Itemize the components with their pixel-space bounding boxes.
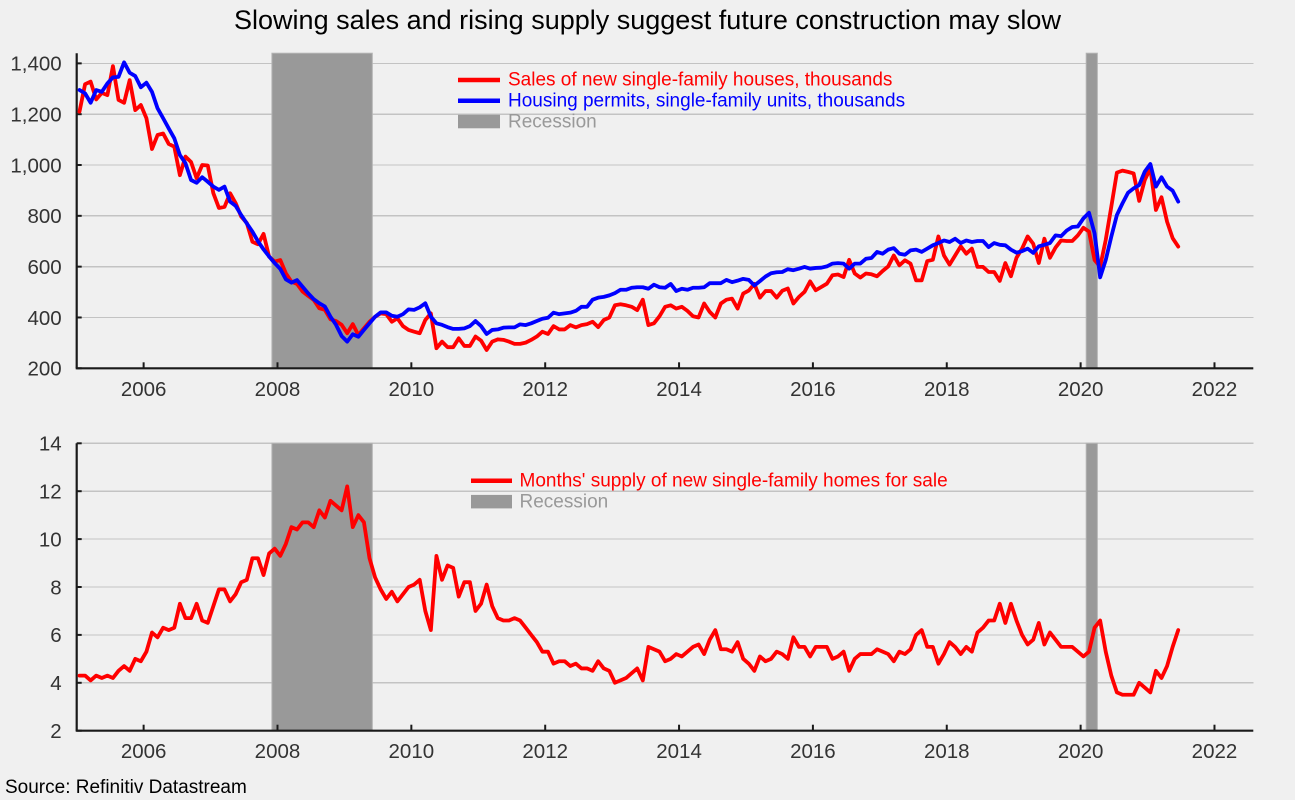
y-tick-label: 400 (27, 307, 61, 330)
x-tick-label: 2020 (1058, 378, 1104, 401)
legend-swatch-patch (458, 114, 500, 129)
x-tick-label: 2022 (1192, 378, 1238, 401)
legend: Sales of new single-family houses, thous… (458, 70, 905, 133)
legend: Months' supply of new single-family home… (471, 471, 948, 512)
y-tick-label: 10 (39, 528, 62, 551)
y-tick-label: 1,400 (10, 53, 61, 76)
y-tick-label: 4 (50, 672, 61, 695)
x-tick-label: 2006 (121, 740, 167, 763)
x-tick-label: 2010 (389, 740, 435, 763)
legend-item-sales: Sales of new single-family houses, thous… (458, 70, 892, 91)
y-tick-label: 2 (50, 720, 61, 743)
chart-top-sales-and-permits: 200 400 600 800 1,000 1,200 1,400 2006 2008 2010 2… (10, 52, 1254, 401)
legend-label: Sales of new single-family houses, thous… (508, 70, 892, 91)
legend-label: Recession (508, 112, 597, 133)
x-tick-label: 2010 (389, 378, 435, 401)
series-line-sales (77, 64, 1181, 352)
x-tick-label: 2014 (656, 740, 702, 763)
y-tick-label: 1,000 (10, 154, 61, 177)
recession-band (1085, 52, 1098, 369)
series-line-permits (77, 60, 1181, 344)
recession-band (1085, 442, 1098, 732)
x-tick-label: 2018 (924, 740, 970, 763)
x-tick-label: 2016 (790, 740, 836, 763)
y-tick-label: 1,200 (10, 103, 61, 126)
recession-band (271, 442, 373, 732)
y-tick-label: 6 (50, 624, 61, 647)
x-tick-label: 2016 (790, 378, 836, 401)
legend-label: Housing permits, single-family units, th… (508, 91, 905, 112)
y-tick-label: 14 (39, 433, 62, 456)
x-tick-label: 2012 (522, 740, 568, 763)
x-tick-label: 2008 (255, 378, 301, 401)
legend-label: Months' supply of new single-family home… (520, 471, 948, 492)
y-tick-label: 12 (39, 481, 62, 504)
x-tick-label: 2014 (656, 378, 702, 401)
recession-band (271, 52, 373, 369)
legend-item-recession: Recession (471, 491, 608, 512)
legend-item-recession: Recession (458, 112, 597, 133)
x-tick-label: 2012 (522, 378, 568, 401)
chart-bottom-months-supply: 2 4 6 8 10 12 14 2006 2008 2010 2012 2014 2016 2018 20… (39, 433, 1254, 763)
legend-item-permits: Housing permits, single-family units, th… (458, 91, 905, 112)
chart-title: Slowing sales and rising supply suggest … (234, 5, 1061, 35)
x-tick-label: 2020 (1058, 740, 1104, 763)
y-tick-label: 8 (50, 576, 61, 599)
source-note: Source: Refinitiv Datastream (5, 777, 247, 798)
legend-label: Recession (520, 491, 609, 512)
x-tick-label: 2022 (1192, 740, 1238, 763)
x-tick-label: 2018 (924, 378, 970, 401)
y-tick-label: 600 (27, 256, 61, 279)
x-tick-label: 2006 (121, 378, 167, 401)
legend-swatch-patch (471, 494, 512, 509)
y-tick-label: 800 (27, 205, 61, 228)
x-tick-label: 2008 (255, 740, 301, 763)
y-tick-label: 200 (27, 358, 61, 381)
legend-item-months-supply: Months' supply of new single-family home… (471, 471, 948, 492)
series-line-months-supply (77, 484, 1181, 697)
